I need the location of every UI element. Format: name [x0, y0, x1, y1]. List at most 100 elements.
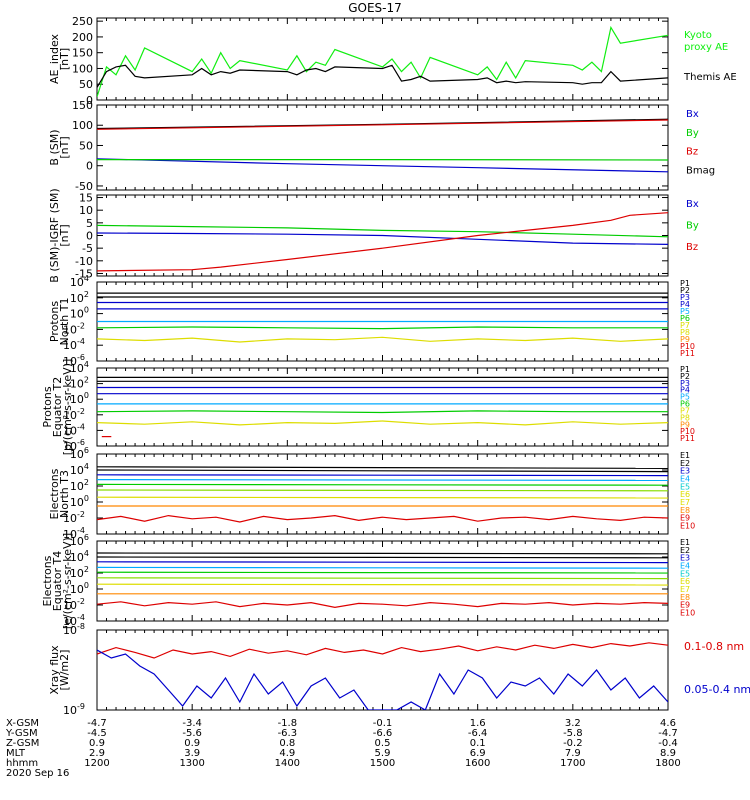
series-line-e1 — [97, 552, 668, 555]
y-tick-label: 10-4 — [63, 337, 85, 352]
y-tick-label: 104 — [70, 274, 89, 289]
ephemeris-value: -4.5 — [87, 728, 107, 739]
y-tick-label: 100 — [70, 494, 89, 509]
legend-entry: E2 — [680, 546, 690, 555]
y-tick-label: 102 — [70, 376, 89, 391]
y-tick-label: 106 — [70, 533, 89, 548]
ephemeris-value: 0.9 — [89, 738, 105, 749]
legend-entry: P8 — [680, 413, 690, 422]
series-line-e4 — [97, 566, 668, 569]
legend-entry: P1 — [680, 279, 690, 288]
legend-entry: P3 — [680, 293, 690, 302]
legend-entry: E7 — [680, 585, 690, 594]
legend-entry: E7 — [680, 498, 690, 507]
ephemeris-value: 0.9 — [184, 738, 200, 749]
ephemeris-value: 0.5 — [375, 738, 391, 749]
legend-entry: E6 — [680, 490, 690, 499]
ephemeris-value: 5.9 — [375, 748, 391, 759]
series-line-e2 — [97, 556, 668, 559]
legend-entry: Themis AE — [683, 72, 737, 83]
series-line-e7 — [97, 496, 668, 499]
y-tick-label: 50 — [79, 139, 93, 152]
panel-frame — [96, 629, 669, 711]
legend-entry: P2 — [680, 286, 690, 295]
y-tick-label: 150 — [72, 99, 93, 112]
legend-entry: E4 — [680, 562, 690, 571]
legend-entry: 0.1-0.8 nm — [684, 640, 744, 653]
ephemeris-value: 1700 — [560, 758, 585, 769]
ephemeris-value: -4.7 — [87, 718, 107, 729]
y-tick-label: 104 — [70, 549, 89, 564]
legend-entry: Bx — [686, 199, 699, 210]
series-line-bz — [97, 119, 668, 130]
legend-entry: proxy AE — [684, 42, 728, 53]
ephemeris-value: -5.6 — [182, 728, 202, 739]
legend-entry: P9 — [680, 420, 690, 429]
ephemeris-table: X-GSM -4.7 -3.4 -1.8 -0.1 1.6 3.2 4.6Y-GSM -4.5-… — [5, 718, 681, 769]
legend-entry: P5 — [680, 393, 690, 402]
y-tick-label: 102 — [70, 290, 89, 305]
y-tick-label: 10 — [79, 204, 93, 217]
series-line-e9 — [97, 601, 668, 609]
panel-frame — [96, 17, 669, 101]
panel-frame — [96, 367, 669, 447]
y-axis-label: [nT] — [58, 136, 71, 158]
series-line-bx — [97, 232, 668, 245]
ephemeris-value: -3.4 — [182, 718, 202, 729]
series-line-p6 — [97, 410, 668, 414]
series-line-e6 — [97, 489, 668, 492]
series-line-by — [97, 224, 668, 238]
y-tick-label: 10-4 — [63, 613, 85, 628]
legend-entry: E9 — [680, 601, 690, 610]
legend-entry: P1 — [680, 365, 690, 374]
plot-title: GOES-17 — [348, 1, 402, 15]
series-line-0-05-0-4-nm — [97, 649, 668, 710]
y-tick-label: 104 — [70, 462, 89, 477]
y-tick-label: 200 — [72, 31, 93, 44]
y-tick-label: -10 — [75, 255, 93, 268]
ephemeris-value: 1200 — [84, 758, 109, 769]
y-tick-label: 10-6 — [63, 353, 85, 368]
ephemeris-value: -0.2 — [563, 738, 583, 749]
legend-entry: By — [686, 221, 699, 232]
y-tick-label: 100 — [70, 306, 89, 321]
legend-entry: E8 — [680, 506, 690, 515]
series-line-e3 — [97, 474, 668, 477]
y-axis-label: Xray flux — [48, 645, 61, 695]
ephemeris-value: -4.7 — [658, 728, 678, 739]
panel-frame — [96, 104, 669, 191]
series-line-e5 — [97, 571, 668, 574]
y-tick-label: 10-2 — [63, 321, 85, 336]
ephemeris-value: 3.9 — [184, 748, 200, 759]
y-axis-label: B (SM)-IGRF (SM) — [48, 188, 61, 282]
y-axis-label: AE_index — [48, 33, 61, 84]
y-tick-label: 150 — [72, 47, 93, 60]
ephemeris-value: -0.1 — [373, 718, 393, 729]
y-tick-label: 250 — [72, 15, 93, 28]
y-tick-label: 104 — [70, 360, 89, 375]
ephemeris-value: 1600 — [465, 758, 490, 769]
series-line-p7 — [97, 336, 668, 343]
series-line-bx — [97, 158, 668, 173]
legend-entry: P4 — [680, 386, 690, 395]
legend-entry: P11 — [680, 434, 695, 443]
y-tick-label: -15 — [75, 267, 93, 280]
series-line-bmag — [97, 118, 668, 130]
y-tick-label: 5 — [86, 217, 93, 230]
panel-frame — [96, 453, 669, 535]
series-line-e9 — [97, 514, 668, 523]
ephemeris-row-label: MLT — [6, 748, 26, 759]
ephemeris-value: -6.6 — [373, 728, 393, 739]
y-tick-label: -5 — [82, 242, 93, 255]
y-tick-label: 10-2 — [63, 597, 85, 612]
ephemeris-value: 1500 — [370, 758, 395, 769]
ephemeris-value: 2.9 — [89, 748, 105, 759]
ephemeris-value: 7.9 — [565, 748, 581, 759]
legend-entry: P7 — [680, 321, 690, 330]
legend-entry: P8 — [680, 328, 690, 337]
y-axis-label: [W/m2] — [58, 650, 71, 691]
